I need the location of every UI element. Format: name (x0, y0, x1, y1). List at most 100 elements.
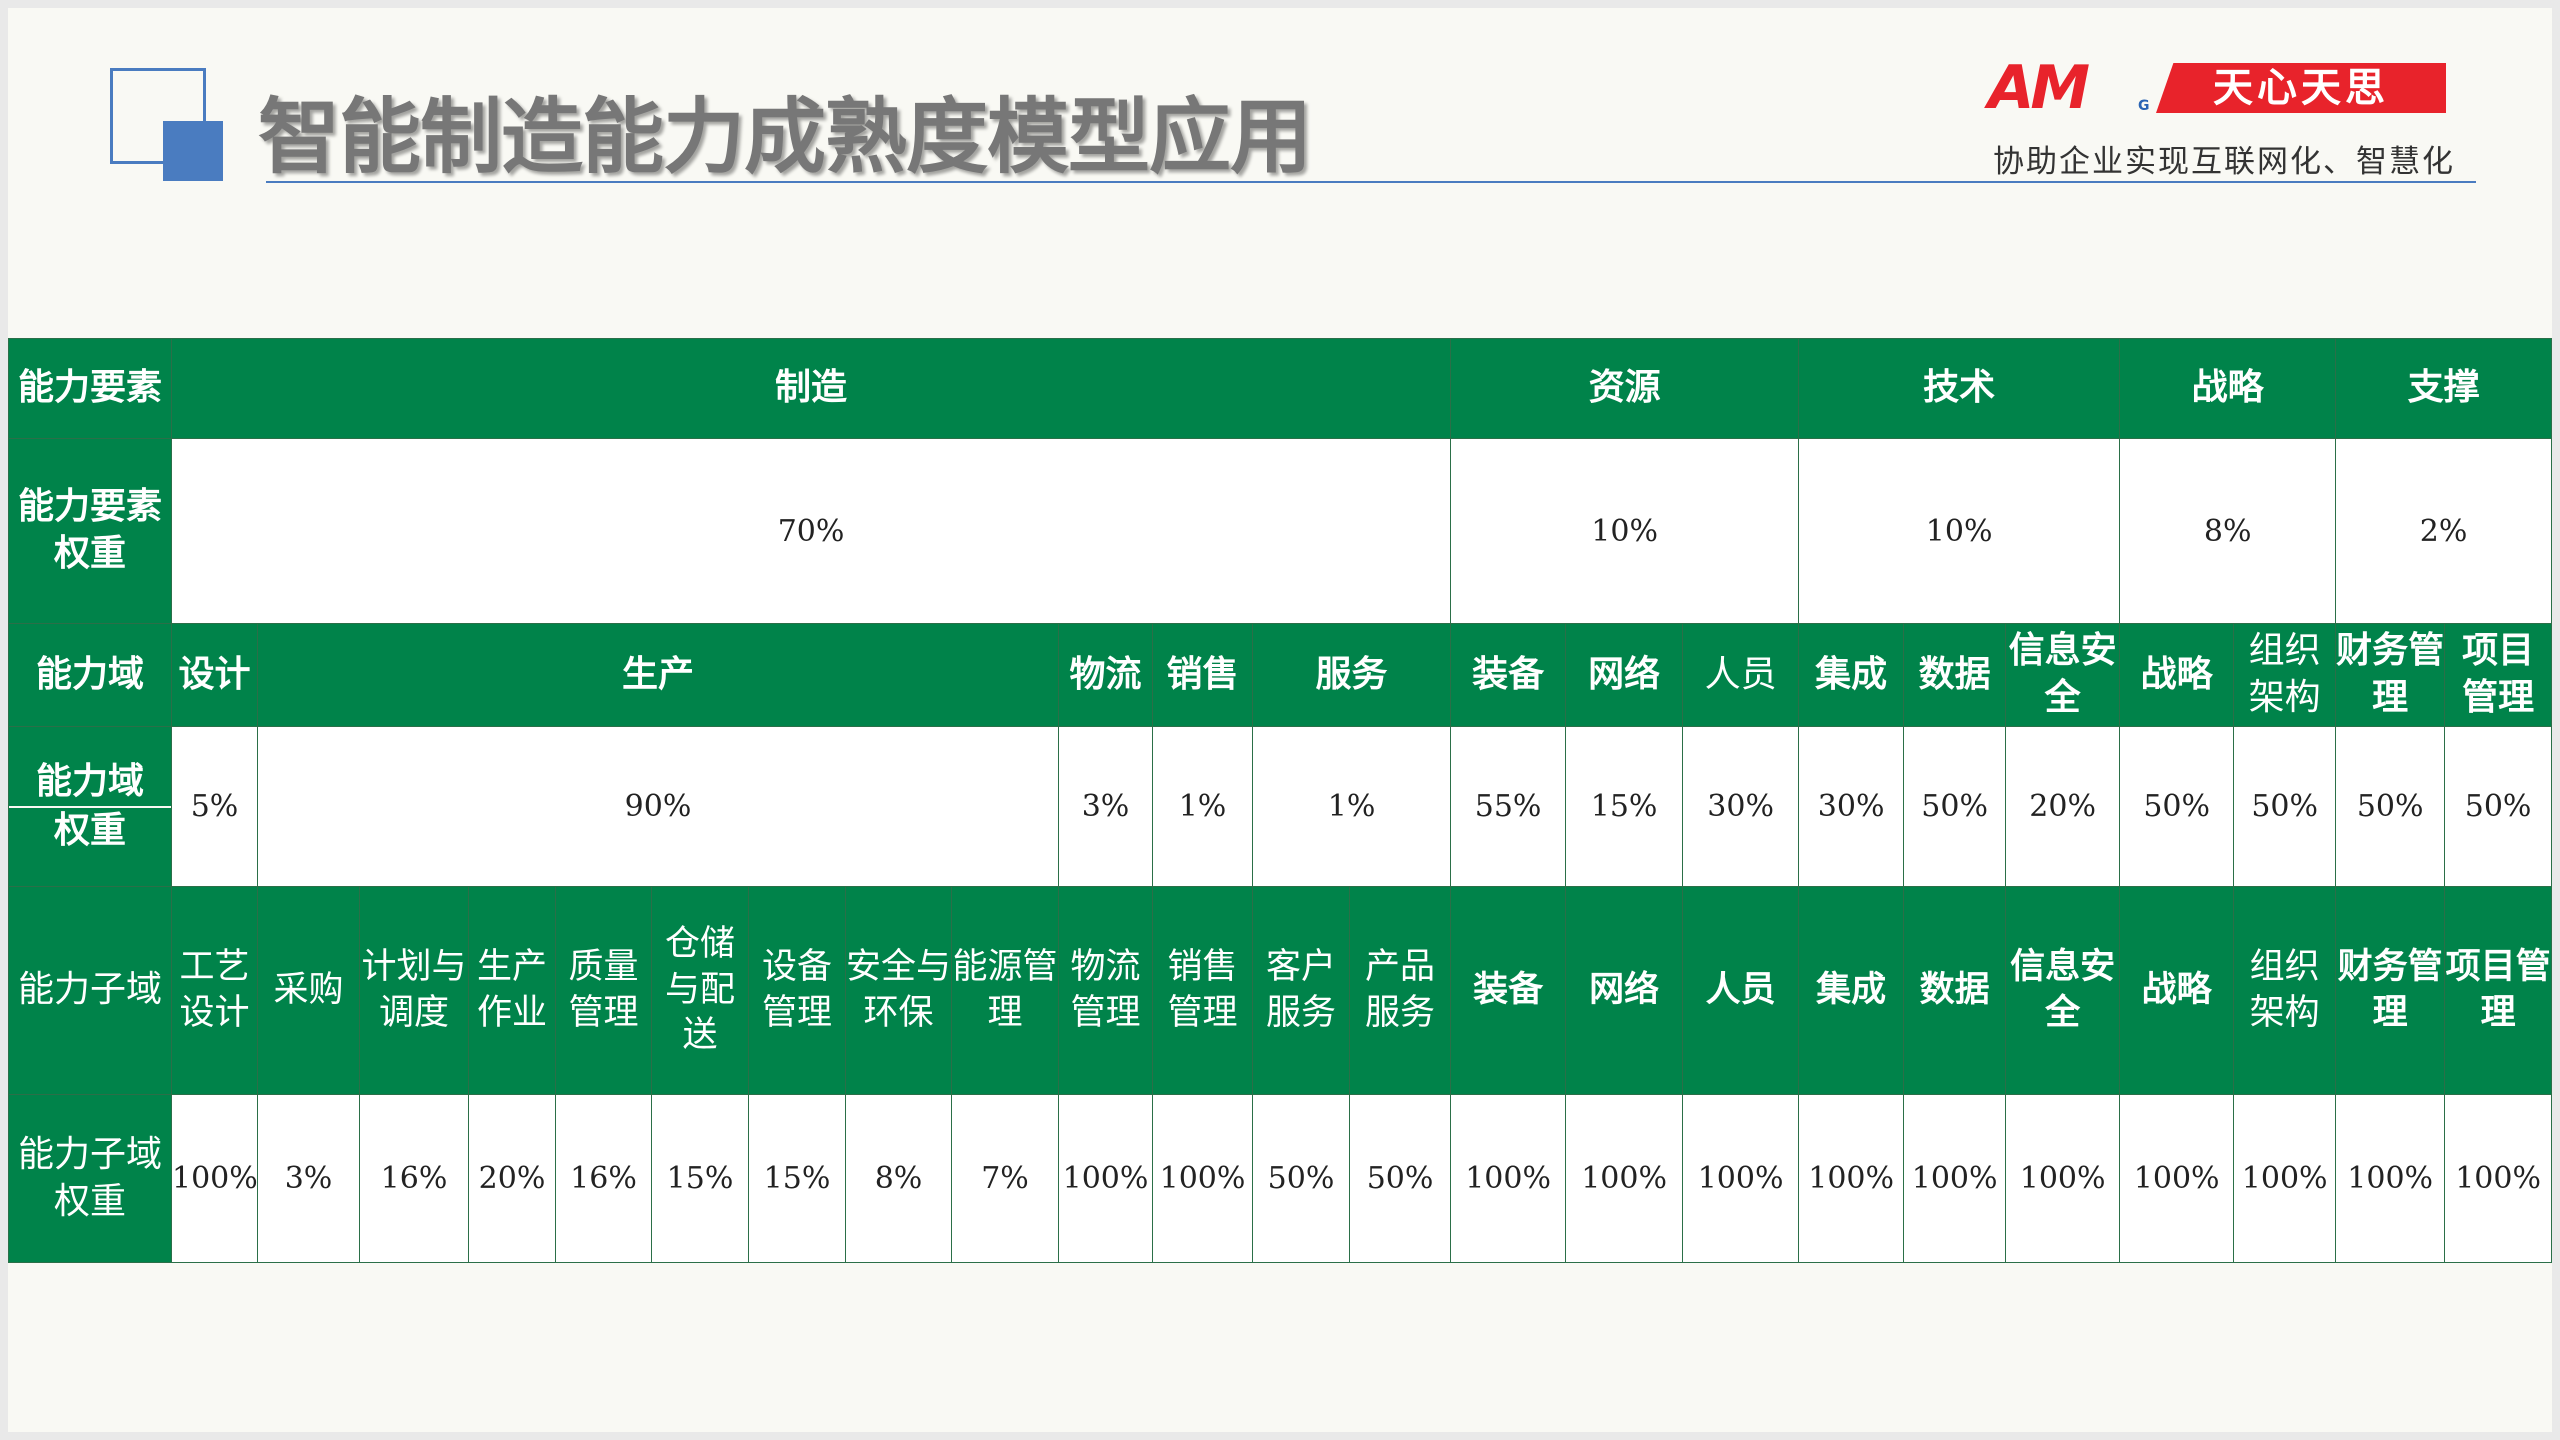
domain-cell: 组织架构 (2233, 623, 2337, 727)
label-element: 能力要素 (8, 338, 172, 439)
subdomain-weight-cell: 100% (1058, 1094, 1153, 1263)
domain-weight-cell: 30% (1798, 726, 1905, 887)
element-weight-support: 2% (2335, 438, 2552, 624)
label-domain-weight: 能力域 权重 (8, 726, 172, 887)
domain-weight-cell: 30% (1682, 726, 1800, 887)
domain-weight-cell: 20% (2005, 726, 2121, 887)
subdomain-weight-cell: 100% (2335, 1094, 2446, 1263)
domain-weight-cell: 50% (2335, 726, 2446, 887)
row-domains: 能力域 设计 生产 物流 销售 服务 装备 网络 人员 集成 数据 信息安全 战… (8, 623, 2552, 727)
domain-weight-cell: 90% (257, 726, 1059, 887)
subdomain-cell: 组织架构 (2233, 886, 2337, 1095)
label-subdomain: 能力子域 (8, 886, 172, 1095)
subdomain-cell: 集成 (1798, 886, 1905, 1095)
domain-weight-cell: 3% (1058, 726, 1153, 887)
subdomain-cell: 客户服务 (1252, 886, 1350, 1095)
label-element-weight: 能力要素权重 (8, 438, 172, 624)
label-domain: 能力域 (8, 623, 172, 727)
domain-weight-cell: 50% (2119, 726, 2235, 887)
domain-cell: 数据 (1903, 623, 2007, 727)
domain-weight-cell: 1% (1251, 726, 1452, 887)
logo-g-mark: G (2138, 98, 2150, 114)
domain-cell: 集成 (1798, 623, 1905, 727)
subdomain-weight-cell: 100% (2119, 1094, 2235, 1263)
subdomain-weight-cell: 100% (2005, 1094, 2121, 1263)
row-domain-weights: 能力域 权重 5% 90% 3% 1% 1% 55% 15% 30% 30% 5… (8, 726, 2552, 887)
subdomain-cell: 网络 (1565, 886, 1684, 1095)
subdomain-weight-cell: 7% (951, 1094, 1059, 1263)
subdomain-cell: 质量管理 (555, 886, 652, 1095)
subdomain-cell: 安全与环保 (845, 886, 952, 1095)
subdomain-weight-cell: 100% (1152, 1094, 1253, 1263)
subdomain-cell: 战略 (2119, 886, 2235, 1095)
element-weight-technology: 10% (1798, 438, 2121, 624)
subdomain-weight-cell: 20% (468, 1094, 556, 1263)
title-decoration-square (163, 121, 223, 181)
subdomain-cell: 数据 (1903, 886, 2007, 1095)
element-manufacturing: 制造 (170, 338, 1452, 439)
subdomain-cell: 采购 (257, 886, 360, 1095)
subdomain-cell: 人员 (1682, 886, 1800, 1095)
domain-weight-cell: 50% (1903, 726, 2007, 887)
row-subdomains: 能力子域 工艺设计 采购 计划与调度 生产作业 质量管理 仓储与配送 设备管理 … (8, 886, 2552, 1095)
domain-weight-cell: 55% (1450, 726, 1567, 887)
subdomain-cell: 生产作业 (468, 886, 556, 1095)
subdomain-weight-cell: 100% (2233, 1094, 2337, 1263)
subdomain-cell: 财务管理 (2335, 886, 2446, 1095)
subdomain-cell: 信息安全 (2005, 886, 2121, 1095)
subdomain-weight-cell: 15% (748, 1094, 846, 1263)
logo-am-mark: AM (1988, 53, 2090, 123)
subdomain-cell: 产品服务 (1348, 886, 1452, 1095)
subdomain-weight-cell: 100% (1565, 1094, 1684, 1263)
domain-cell: 设计 (171, 623, 258, 727)
row-element-weights: 能力要素权重 70% 10% 10% 8% 2% (8, 438, 2552, 624)
slide: 智能制造能力成熟度模型应用 AM G 天心天思 协助企业实现互联网化、智慧化 能… (8, 8, 2552, 1432)
subdomain-weight-cell: 16% (555, 1094, 652, 1263)
domain-cell: 战略 (2119, 623, 2235, 727)
subdomain-weight-cell: 100% (1798, 1094, 1905, 1263)
subdomain-weight-cell: 50% (1348, 1094, 1452, 1263)
domain-cell: 财务管理 (2335, 623, 2446, 727)
domain-cell: 服务 (1251, 623, 1452, 727)
maturity-model-table: 能力要素 制造 资源 技术 战略 支撑 能力要素权重 70% 10% 10% 8… (8, 338, 2552, 1263)
subdomain-cell: 销售管理 (1152, 886, 1253, 1095)
row-elements: 能力要素 制造 资源 技术 战略 支撑 (8, 338, 2552, 439)
subdomain-weight-cell: 16% (359, 1094, 469, 1263)
subdomain-cell: 工艺设计 (171, 886, 258, 1095)
subdomain-cell: 计划与调度 (359, 886, 469, 1095)
label-domain-weight-top: 能力域 (9, 759, 171, 808)
domain-weight-cell: 15% (1565, 726, 1684, 887)
domain-cell: 项目管理 (2444, 623, 2552, 727)
subdomain-weight-cell: 100% (1450, 1094, 1567, 1263)
domain-cell: 信息安全 (2005, 623, 2121, 727)
subdomain-weight-cell: 100% (171, 1094, 258, 1263)
subdomain-cell: 项目管理 (2444, 886, 2552, 1095)
row-subdomain-weights: 能力子域权重 100% 3% 16% 20% 16% 15% 15% 8% 7%… (8, 1094, 2552, 1263)
label-domain-weight-bottom: 权重 (53, 809, 126, 851)
subdomain-cell: 仓储与配送 (651, 886, 749, 1095)
page-title: 智能制造能力成熟度模型应用 (258, 90, 1312, 185)
element-weight-strategy: 8% (2119, 438, 2337, 624)
subdomain-weight-cell: 15% (651, 1094, 749, 1263)
domain-cell: 销售 (1152, 623, 1253, 727)
logo-brand-banner: 天心天思 (2156, 63, 2446, 113)
subdomain-cell: 能源管理 (951, 886, 1059, 1095)
domain-weight-cell: 50% (2233, 726, 2337, 887)
element-support: 支撑 (2335, 338, 2552, 439)
subdomain-cell: 装备 (1450, 886, 1567, 1095)
title-underline (266, 181, 2476, 183)
company-slogan: 协助企业实现互联网化、智慧化 (1993, 144, 2455, 180)
element-weight-manufacturing: 70% (170, 438, 1452, 624)
company-logo: AM G 天心天思 (1988, 58, 2468, 118)
element-technology: 技术 (1798, 338, 2121, 439)
element-strategy: 战略 (2119, 338, 2337, 439)
subdomain-weight-cell: 100% (1903, 1094, 2007, 1263)
domain-weight-cell: 50% (2444, 726, 2552, 887)
subdomain-weight-cell: 50% (1252, 1094, 1350, 1263)
domain-cell: 生产 (257, 623, 1059, 727)
subdomain-weight-cell: 3% (257, 1094, 360, 1263)
subdomain-weight-cell: 8% (845, 1094, 952, 1263)
domain-weight-cell: 1% (1152, 726, 1253, 887)
subdomain-cell: 物流管理 (1058, 886, 1153, 1095)
domain-cell: 人员 (1682, 623, 1800, 727)
